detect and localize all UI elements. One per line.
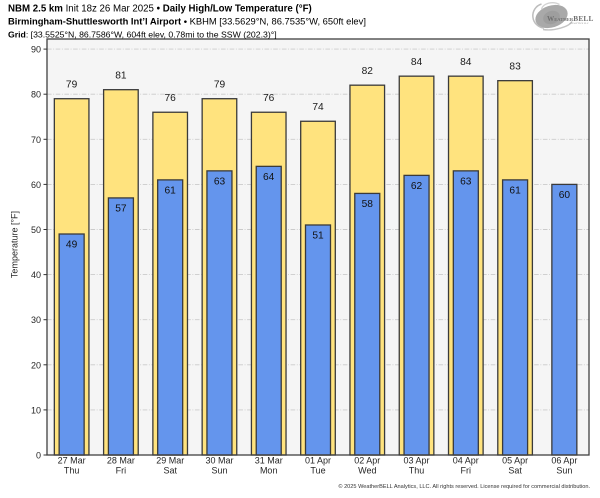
svg-text:NBM 2.5 km Init 18z 26 Mar 202: NBM 2.5 km Init 18z 26 Mar 2025 • Daily …: [8, 3, 312, 14]
svg-text:Fri: Fri: [461, 465, 472, 475]
svg-text:76: 76: [165, 93, 177, 104]
svg-text:79: 79: [214, 79, 226, 90]
svg-text:01 Apr: 01 Apr: [305, 455, 331, 465]
svg-text:62: 62: [411, 181, 423, 192]
svg-text:61: 61: [165, 186, 177, 197]
svg-text:60: 60: [31, 180, 41, 190]
svg-text:29 Mar: 29 Mar: [156, 455, 184, 465]
svg-text:Thu: Thu: [409, 465, 425, 475]
svg-text:81: 81: [115, 70, 127, 81]
svg-text:04 Apr: 04 Apr: [453, 455, 479, 465]
svg-text:80: 80: [31, 90, 41, 100]
svg-text:Birmingham-Shuttlesworth Int’l: Birmingham-Shuttlesworth Int’l Airport •…: [8, 15, 366, 26]
svg-text:Temperature [°F]: Temperature [°F]: [10, 211, 20, 278]
svg-text:58: 58: [362, 199, 374, 210]
svg-text:84: 84: [411, 57, 423, 68]
svg-text:Wed: Wed: [358, 465, 376, 475]
svg-text:10: 10: [31, 405, 41, 415]
svg-text:64: 64: [263, 172, 275, 183]
svg-text:Mon: Mon: [260, 465, 278, 475]
svg-text:70: 70: [31, 135, 41, 145]
svg-text:57: 57: [115, 204, 127, 215]
svg-text:30 Mar: 30 Mar: [205, 455, 233, 465]
svg-text:Sun: Sun: [556, 465, 572, 475]
svg-text:63: 63: [214, 177, 226, 188]
svg-text:50: 50: [31, 225, 41, 235]
svg-text:28 Mar: 28 Mar: [107, 455, 135, 465]
svg-text:79: 79: [66, 79, 78, 90]
svg-text:49: 49: [66, 240, 78, 251]
svg-text:WEATHERBELL: WEATHERBELL: [547, 14, 594, 23]
svg-text:Sat: Sat: [163, 465, 177, 475]
svg-text:40: 40: [31, 270, 41, 280]
svg-text:61: 61: [509, 186, 521, 197]
svg-text:Sun: Sun: [211, 465, 227, 475]
svg-text:20: 20: [31, 360, 41, 370]
svg-text:30: 30: [31, 315, 41, 325]
svg-text:76: 76: [263, 93, 275, 104]
svg-text:Thu: Thu: [64, 465, 80, 475]
svg-text:90: 90: [31, 45, 41, 55]
svg-text:60: 60: [559, 190, 571, 201]
svg-text:Grid: [33.5525°N, 86.7586°W, 6: Grid: [33.5525°N, 86.7586°W, 604ft elev,…: [8, 29, 277, 39]
svg-text:03 Apr: 03 Apr: [403, 455, 429, 465]
svg-text:82: 82: [362, 66, 374, 77]
svg-text:31 Mar: 31 Mar: [255, 455, 283, 465]
svg-text:06 Apr: 06 Apr: [551, 455, 577, 465]
svg-text:63: 63: [460, 177, 472, 188]
svg-text:Sat: Sat: [508, 465, 522, 475]
svg-text:ANALYTICS LLC: ANALYTICS LLC: [569, 22, 589, 25]
svg-text:0: 0: [36, 451, 41, 461]
svg-text:05 Apr: 05 Apr: [502, 455, 528, 465]
svg-text:Tue: Tue: [310, 465, 325, 475]
svg-text:51: 51: [312, 231, 324, 242]
svg-text:84: 84: [460, 57, 472, 68]
svg-text:Fri: Fri: [116, 465, 127, 475]
svg-text:© 2025 WeatherBELL Analytics,: © 2025 WeatherBELL Analytics, LLC. All r…: [338, 483, 590, 490]
svg-text:27 Mar: 27 Mar: [58, 455, 86, 465]
svg-text:02 Apr: 02 Apr: [354, 455, 380, 465]
svg-text:83: 83: [509, 61, 521, 72]
svg-text:74: 74: [312, 102, 324, 113]
